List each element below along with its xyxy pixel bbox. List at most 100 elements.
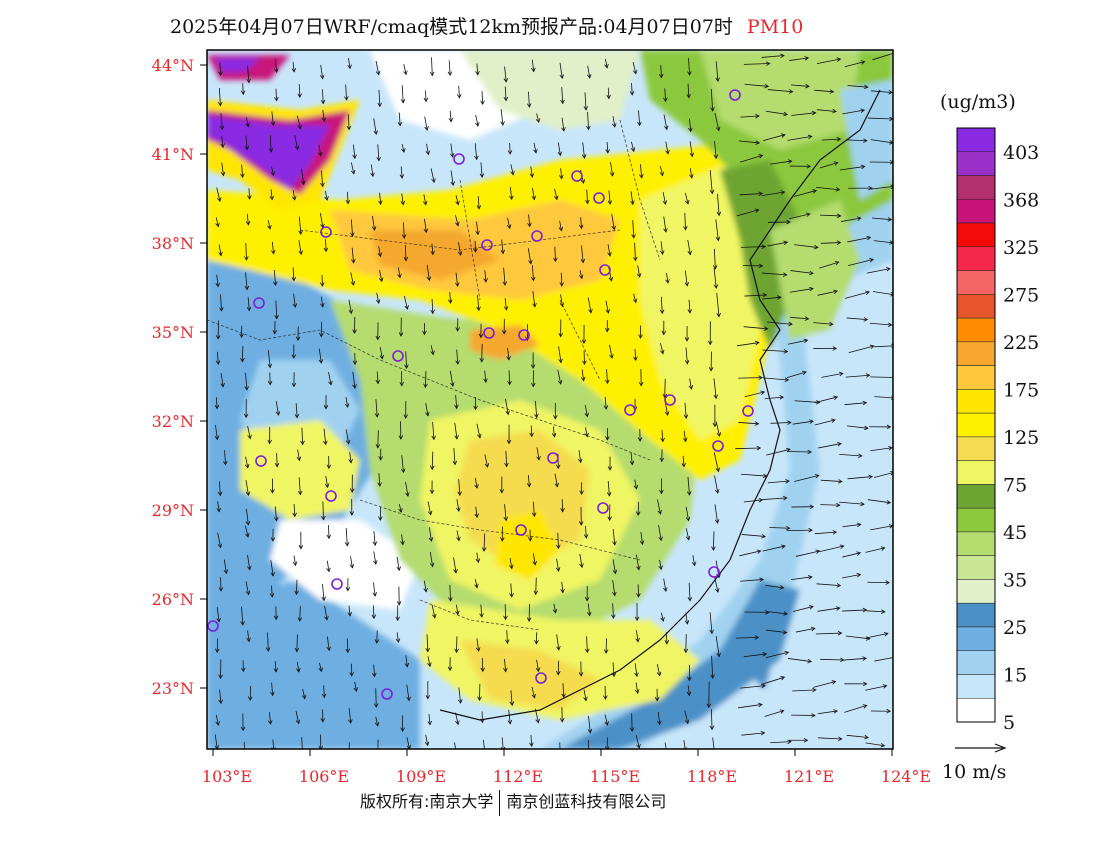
wind-arrowhead (404, 662, 410, 668)
wind-arrow (216, 187, 221, 202)
wind-arrowhead (215, 721, 220, 726)
wind-arrow (761, 191, 785, 197)
wind-arrowhead (809, 605, 814, 610)
wind-arrowhead (606, 492, 612, 497)
wind-legend-label: 10 m/s (942, 761, 1006, 783)
wind-arrow (713, 267, 717, 289)
wind-arrowhead (532, 560, 537, 566)
wind-arrowhead (240, 621, 245, 626)
wind-arrowhead (629, 91, 635, 96)
lat-label: 38°N (152, 234, 194, 253)
wind-arrow (532, 187, 535, 200)
wind-arrowhead (503, 96, 509, 102)
wind-arrowhead (475, 70, 480, 76)
wind-arrow (765, 629, 787, 633)
wind-arrow (458, 85, 460, 98)
wind-arrowhead (426, 276, 432, 282)
wind-arrowhead (318, 745, 324, 749)
wind-arrow (269, 712, 272, 725)
wind-arrow (737, 704, 763, 709)
wind-arrow (560, 294, 563, 307)
wind-arrowhead (865, 290, 870, 295)
wind-arrowhead (378, 456, 383, 461)
wind-arrow (345, 397, 349, 408)
wind-arrowhead (352, 360, 358, 366)
colorbar-segment (956, 222, 996, 248)
footer-right: 南京创蓝科技有限公司 (506, 792, 667, 811)
wind-arrowhead (454, 648, 459, 654)
wind-arrow (664, 378, 666, 398)
wind-arrow (505, 450, 508, 467)
wind-arrowhead (557, 151, 563, 157)
wind-arrowhead (504, 462, 509, 468)
wind-arrowhead (431, 178, 436, 184)
wind-arrowhead (297, 617, 303, 622)
wind-arrowhead (397, 273, 402, 279)
wind-arrow (214, 734, 218, 749)
wind-arrowhead (558, 358, 563, 364)
wind-arrow (377, 430, 379, 448)
wind-arrow (820, 242, 841, 244)
wind-arrow (274, 661, 277, 672)
wind-arrow (298, 83, 301, 98)
wind-arrowhead (604, 327, 610, 333)
wind-arrowhead (659, 250, 665, 256)
wind-arrowhead (245, 532, 250, 538)
wind-arrowhead (835, 502, 841, 508)
wind-arrow (819, 545, 844, 553)
wind-arrow (476, 221, 479, 235)
wind-arrow (611, 213, 615, 230)
wind-arrowhead (788, 321, 793, 327)
wind-arrowhead (404, 305, 409, 310)
wind-arrow (527, 248, 532, 264)
lon-label: 121°E (784, 767, 834, 786)
city-marker (531, 230, 543, 242)
wind-arrow (506, 630, 508, 644)
city-marker (547, 452, 559, 464)
city-marker (571, 170, 583, 182)
wind-arrow (659, 559, 662, 570)
wind-arrowhead (456, 536, 461, 542)
wind-arrow (423, 194, 427, 205)
wind-arrowhead (424, 741, 430, 747)
lat-label: 35°N (152, 323, 194, 342)
wind-arrowhead (479, 613, 484, 618)
wind-arrowhead (555, 464, 561, 470)
wind-arrow (220, 294, 222, 311)
wind-arrowhead (350, 169, 356, 175)
wind-arrowhead (214, 435, 220, 441)
wind-arrow (510, 164, 514, 175)
wind-arrowhead (760, 730, 766, 736)
wind-arrow (821, 138, 841, 141)
wind-arrowhead (398, 508, 403, 513)
wind-arrowhead (684, 359, 690, 365)
lon-label: 112°E (493, 767, 543, 786)
wind-arrowhead (320, 182, 325, 188)
wind-arrowhead (713, 154, 719, 160)
wind-arrow (267, 632, 269, 652)
wind-arrowhead (863, 84, 869, 90)
wind-arrowhead (529, 742, 534, 748)
wind-arrowhead (501, 330, 507, 335)
wind-arrowhead (265, 647, 271, 652)
wind-arrowhead (682, 437, 688, 443)
wind-arrowhead (453, 568, 458, 574)
colorbar-segment (956, 365, 996, 390)
wind-arrow (761, 55, 785, 58)
wind-arrowhead (375, 379, 381, 385)
wind-arrow (715, 61, 719, 82)
wind-arrowhead (663, 228, 668, 233)
wind-arrowhead (553, 415, 558, 420)
wind-arrow (403, 64, 407, 75)
wind-arrowhead (665, 279, 670, 284)
wind-arrowhead (474, 484, 479, 489)
wind-arrow (247, 630, 250, 642)
wind-arrowhead (559, 302, 565, 308)
wind-arrow (612, 662, 615, 677)
wind-arrowhead (400, 99, 406, 104)
wind-arrow (787, 451, 812, 453)
wind-arrowhead (709, 189, 715, 195)
wind-arrowhead (267, 380, 273, 386)
wind-arrowhead (580, 376, 586, 382)
wind-arrowhead (397, 121, 403, 127)
